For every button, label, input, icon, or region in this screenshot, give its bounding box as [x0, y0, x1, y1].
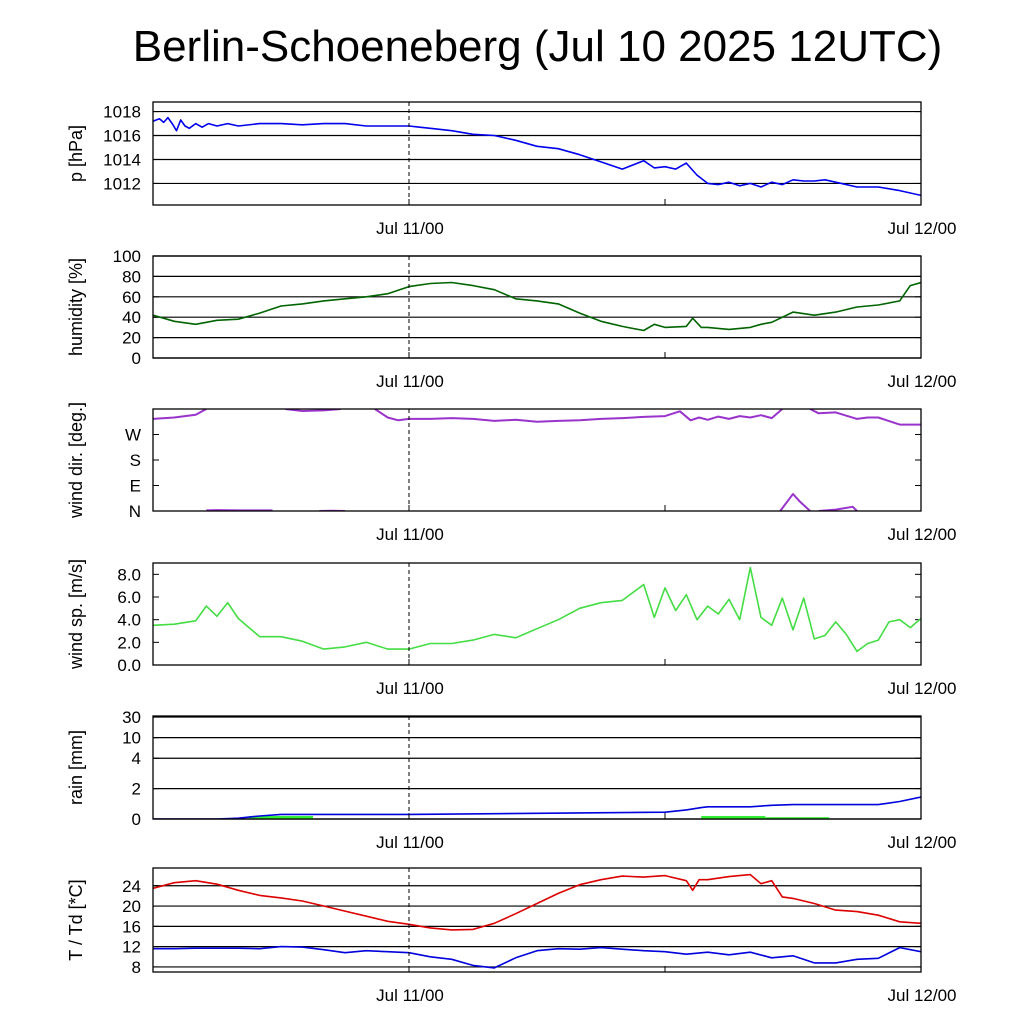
y-tick-label: 12 [122, 938, 141, 957]
panel-frame [152, 562, 922, 666]
page-title: Berlin-Schoeneberg (Jul 10 2025 12UTC) [132, 22, 943, 71]
x-tick-label: Jul 12/00 [888, 679, 957, 698]
series-line [153, 116, 921, 197]
y-tick-label: 10 [122, 729, 141, 748]
y-tick-label: 1012 [103, 174, 141, 193]
panel-frame [152, 715, 922, 820]
x-tick-label: Jul 11/00 [376, 986, 444, 1005]
y-tick-label: 20 [122, 329, 141, 348]
x-tick-label: Jul 11/00 [376, 525, 444, 544]
data-area [153, 116, 921, 197]
y-tick-label: 6.0 [117, 588, 141, 607]
data-area [153, 409, 921, 511]
x-tick-label: Jul 12/00 [888, 372, 957, 391]
y-tick-label: 80 [122, 267, 141, 286]
data-area [153, 281, 921, 332]
y-tick-label: 30 [122, 708, 141, 727]
y-tick-label: 4.0 [117, 611, 141, 630]
x-tick-label: Jul 11/00 [376, 833, 444, 852]
y-axis-label: rain [mm] [66, 730, 86, 805]
y-tick-label: 0 [132, 349, 141, 368]
y-tick-label: 40 [122, 308, 141, 327]
panel-4: 0 2 410 30 rain [mm] Jul 11/00 Jul 12/00 [66, 708, 957, 852]
y-tick-label: 4 [132, 749, 141, 768]
y-axis-label: wind dir. [deg.] [66, 402, 86, 519]
y-tick-label: 1014 [103, 150, 141, 169]
panel-frame [152, 255, 922, 359]
y-tick-label: 24 [122, 877, 141, 896]
y-tick-label: 8 [132, 958, 141, 977]
series-line [153, 566, 921, 653]
series-line [153, 409, 207, 420]
y-tick-label: 1018 [103, 103, 141, 122]
y-tick-label: S [130, 451, 141, 470]
y-tick-label: 8.0 [117, 565, 141, 584]
data-area [153, 796, 921, 819]
x-tick-label: Jul 12/00 [888, 986, 957, 1005]
data-area [153, 873, 921, 969]
panel-frame [152, 408, 922, 512]
y-tick-label: W [125, 426, 141, 445]
x-tick-label: Jul 12/00 [888, 525, 957, 544]
y-tick-label: E [130, 477, 141, 496]
panel-3: 0.0 2.0 4.0 6.0 8.0 wind sp. [m/s] Jul 11/00 Ju… [66, 559, 957, 698]
y-tick-label: 0 [132, 810, 141, 829]
series-line [153, 873, 921, 931]
y-axis-label: p [hPa] [66, 125, 86, 182]
rain-bar [765, 817, 830, 819]
data-area [153, 566, 921, 653]
series-line [153, 281, 921, 332]
x-tick-label: Jul 11/00 [376, 679, 444, 698]
y-axis-label: T / Td [*C] [66, 879, 86, 960]
rain-bar [701, 815, 766, 819]
y-tick-label: 1016 [103, 127, 141, 146]
y-tick-label: 0.0 [117, 656, 141, 675]
x-tick-label: Jul 11/00 [376, 219, 444, 238]
series-line [818, 505, 858, 511]
y-tick-label: 60 [122, 288, 141, 307]
y-axis-label: humidity [%] [66, 258, 86, 356]
panel-0: 1012 1014 1016 1018 p [hPa] Jul 11/00 Jul 12/0… [66, 101, 957, 238]
series-line [153, 796, 921, 819]
y-tick-label: 16 [122, 917, 141, 936]
series-line [779, 493, 811, 511]
y-tick-label: 20 [122, 897, 141, 916]
y-tick-label: 2 [132, 780, 141, 799]
series-line [374, 409, 783, 423]
series-line [153, 945, 921, 969]
x-tick-label: Jul 12/00 [888, 833, 957, 852]
y-tick-label: 2.0 [117, 633, 141, 652]
y-axis-label: wind sp. [m/s] [66, 559, 86, 670]
panel-frame [152, 101, 922, 206]
y-tick-label: N [129, 502, 141, 521]
x-tick-label: Jul 11/00 [376, 372, 444, 391]
rain-bar [249, 815, 313, 819]
x-tick-label: Jul 12/00 [888, 219, 957, 238]
y-tick-label: 100 [113, 247, 141, 266]
series-line [285, 409, 341, 412]
panel-frame [152, 867, 922, 973]
series-line [809, 409, 921, 426]
